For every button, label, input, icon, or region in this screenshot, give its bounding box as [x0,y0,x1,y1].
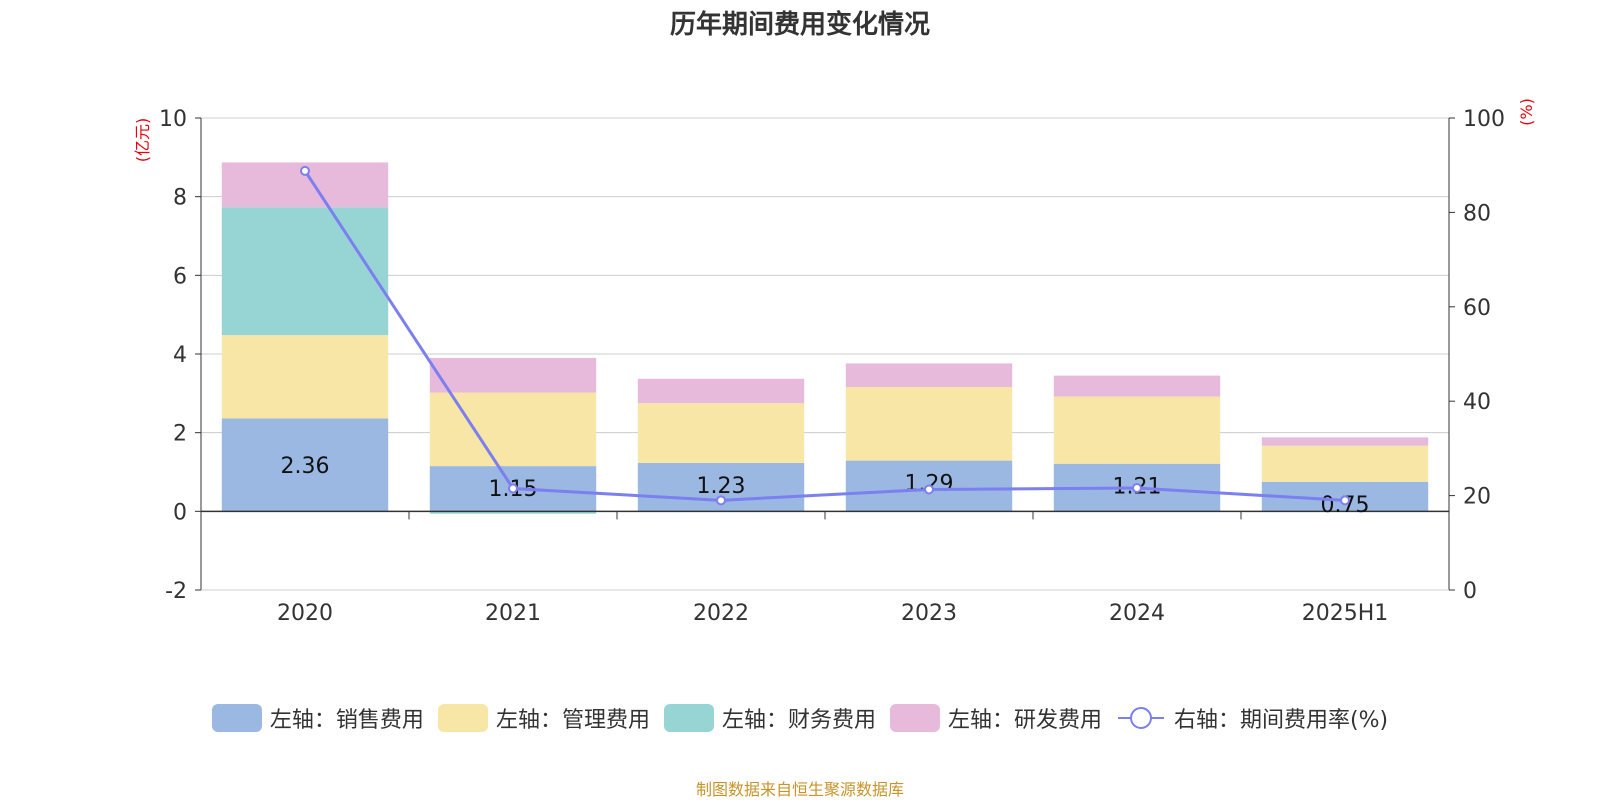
bar-segment [429,392,597,467]
data-label: 1.23 [697,474,746,499]
expense-rate-point [508,483,518,494]
legend-item-sales[interactable]: 左轴：销售费用 [211,702,424,734]
x-tick-label: 2022 [693,601,749,626]
bar-segment [221,207,389,336]
bar-segment [1053,375,1221,397]
left-tick-label: -2 [165,579,187,604]
legend-item-expense-rate[interactable]: 右轴：期间费用率(%) [1116,702,1388,734]
legend: 左轴：销售费用 左轴：管理费用 左轴：财务费用 左轴：研发费用 右轴：期间费用率… [0,702,1600,734]
expense-rate-line [303,170,1346,502]
right-tick-label: 60 [1463,296,1491,321]
bar-segment [1261,437,1429,446]
bar-segment [1053,396,1221,464]
legend-swatch-admin [437,704,488,732]
legend-label-finance: 左轴：财务费用 [721,708,876,733]
left-tick-label: 4 [173,343,187,368]
x-tick-label: 2023 [901,601,957,626]
expense-rate-point [924,484,934,495]
right-tick-label: 100 [1463,107,1505,132]
legend-item-rnd[interactable]: 左轴：研发费用 [889,702,1102,734]
right-tick-label: 80 [1463,201,1491,226]
x-tick-label: 2024 [1109,601,1165,626]
bar-segment [845,363,1013,388]
bar-segment [221,335,389,419]
right-axis-unit: (%) [1517,98,1536,126]
left-tick-label: 6 [173,264,187,289]
bar-segment [1261,445,1429,482]
bar-segment [221,418,389,512]
bar-segment [637,378,805,404]
legend-label-rnd: 左轴：研发费用 [947,708,1102,733]
x-tick-label: 2020 [277,601,333,626]
legend-swatch-finance [663,704,714,732]
left-tick-label: 8 [173,186,187,211]
expense-rate-point [716,495,726,506]
expense-rate-point [300,165,310,176]
left-tick-label: 0 [173,500,187,525]
right-tick-label: 20 [1463,485,1491,510]
x-tick-label: 2021 [485,601,541,626]
legend-item-admin[interactable]: 左轴：管理费用 [437,702,650,734]
source-note: 制图数据来自恒生聚源数据库 [695,780,904,799]
legend-label-admin: 左轴：管理费用 [495,708,650,733]
bar-segment [429,357,597,393]
legend-line-icon [1117,707,1164,729]
legend-item-finance[interactable]: 左轴：财务费用 [663,702,876,734]
left-tick-label: 2 [173,422,187,447]
chart-title: 历年期间费用变化情况 [669,10,930,40]
bar-segment [429,511,597,514]
x-tick-label: 2025H1 [1302,601,1389,626]
expense-rate-point [1340,495,1350,506]
legend-label-sales: 左轴：销售费用 [269,708,424,733]
bar-segment [845,387,1013,461]
bar-segment [637,403,805,463]
legend-swatch-sales [211,704,262,732]
left-tick-label: 10 [159,107,187,132]
right-tick-label: 40 [1463,390,1491,415]
left-axis-unit: (亿元) [133,118,152,163]
data-label: 2.36 [281,454,330,479]
expense-rate-point [1132,483,1142,494]
legend-label-expense-rate: 右轴：期间费用率(%) [1173,708,1389,733]
legend-swatch-rnd [889,704,940,732]
right-tick-label: 0 [1463,579,1477,604]
